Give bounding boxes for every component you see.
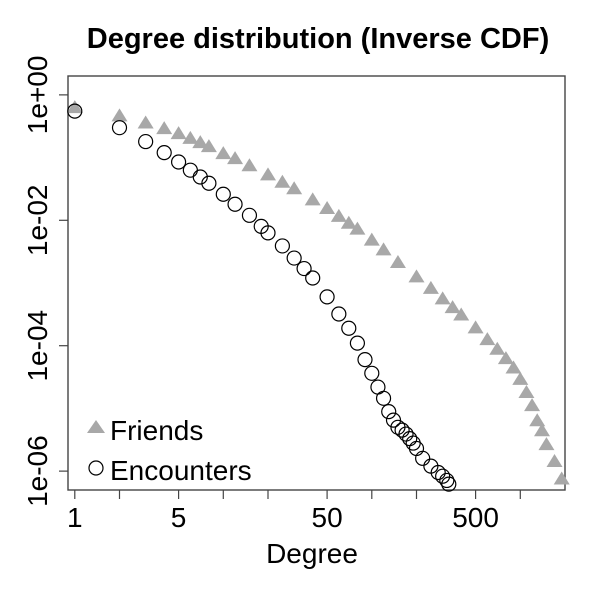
x-tick-label: 1: [67, 502, 83, 533]
encounters-point: [274, 238, 290, 254]
friends-point: [546, 453, 563, 467]
encounters-point: [138, 133, 154, 150]
friends-point: [349, 221, 366, 235]
friends-point: [489, 341, 506, 355]
y-tick-label: 1e+00: [22, 56, 53, 135]
encounters-point: [319, 289, 335, 305]
friends-point: [330, 208, 347, 222]
encounters-point: [286, 250, 302, 266]
friends-point: [137, 115, 154, 129]
y-axis: 1e+00 1e-02 1e-04 1e-06: [22, 56, 68, 507]
friends-point: [259, 167, 276, 181]
encounters-point: [435, 468, 451, 484]
friends-point: [363, 232, 380, 246]
friends-point: [529, 413, 546, 427]
y-tick-label: 1e-04: [22, 310, 53, 382]
friends-point: [408, 269, 425, 283]
friends-point: [200, 139, 217, 153]
friends-point: [518, 385, 535, 399]
friends-point: [182, 130, 199, 144]
series-friends: [66, 100, 570, 485]
data-layer: [66, 100, 570, 492]
friends-point: [156, 121, 173, 135]
encounters-point: [405, 435, 421, 451]
friends-point: [467, 320, 484, 334]
friends-point: [274, 174, 291, 188]
encounters-point: [111, 120, 128, 136]
legend-label-encounters: Encounters: [110, 455, 252, 486]
encounters-point: [215, 186, 231, 202]
encounters-point: [331, 306, 347, 322]
series-encounters: [67, 103, 457, 492]
friends-point: [227, 151, 244, 165]
encounters-point: [394, 422, 410, 438]
friends-point: [497, 351, 514, 365]
friends-point: [375, 242, 392, 256]
encounters-point: [408, 440, 425, 457]
friends-point: [453, 307, 470, 321]
friends-point: [533, 423, 550, 437]
encounters-point: [241, 207, 258, 223]
friends-point: [304, 192, 321, 206]
x-tick-label: 50: [312, 502, 343, 533]
x-axis-label: Degree: [266, 538, 358, 569]
friends-point: [538, 437, 555, 451]
friends-point: [524, 398, 541, 412]
encounters-point: [357, 352, 373, 368]
legend-label-friends: Friends: [110, 415, 203, 446]
friends-point: [505, 360, 522, 374]
friends-point: [422, 280, 439, 294]
friends-point: [512, 371, 529, 385]
friends-point: [286, 181, 303, 195]
encounters-point: [341, 320, 357, 336]
y-tick-label: 1e-02: [22, 184, 53, 256]
encounters-point: [415, 450, 431, 466]
legend-marker-encounters: [88, 460, 104, 476]
friends-point: [66, 100, 83, 114]
encounters-point: [296, 260, 312, 277]
encounters-point: [349, 335, 366, 351]
encounters-point: [201, 175, 217, 191]
encounters-point: [227, 196, 243, 212]
friends-point: [340, 215, 357, 229]
friends-point: [553, 471, 570, 485]
encounters-point: [402, 431, 418, 447]
encounters-point: [182, 162, 198, 178]
friends-point: [192, 135, 209, 149]
y-tick-label: 1e-06: [22, 435, 53, 507]
plot-frame: [67, 75, 566, 491]
encounters-point: [170, 154, 187, 170]
friends-point: [215, 146, 232, 160]
friends-point: [241, 158, 258, 172]
encounters-point: [364, 365, 380, 381]
encounters-point: [375, 390, 392, 406]
friends-point: [170, 126, 187, 140]
legend-marker-friends: [87, 420, 105, 433]
encounters-point: [260, 225, 276, 241]
encounters-point: [439, 472, 455, 489]
encounters-point: [381, 403, 397, 420]
encounters-point: [370, 379, 386, 395]
friends-point: [389, 255, 406, 269]
encounters-point: [441, 476, 457, 492]
x-tick-label: 500: [452, 502, 499, 533]
encounters-point: [67, 103, 83, 119]
friends-point: [434, 291, 451, 305]
chart-title: Degree distribution (Inverse CDF): [87, 23, 549, 55]
x-tick-label: 5: [171, 502, 187, 533]
friends-point: [111, 108, 128, 122]
legend: Friends Encounters: [87, 415, 252, 486]
friends-point: [319, 200, 336, 214]
encounters-point: [430, 464, 446, 481]
encounters-point: [156, 145, 172, 161]
friends-point: [444, 300, 461, 314]
x-axis: 1 5 50 500: [67, 490, 521, 533]
friends-point: [479, 332, 496, 346]
encounters-point: [305, 270, 321, 286]
